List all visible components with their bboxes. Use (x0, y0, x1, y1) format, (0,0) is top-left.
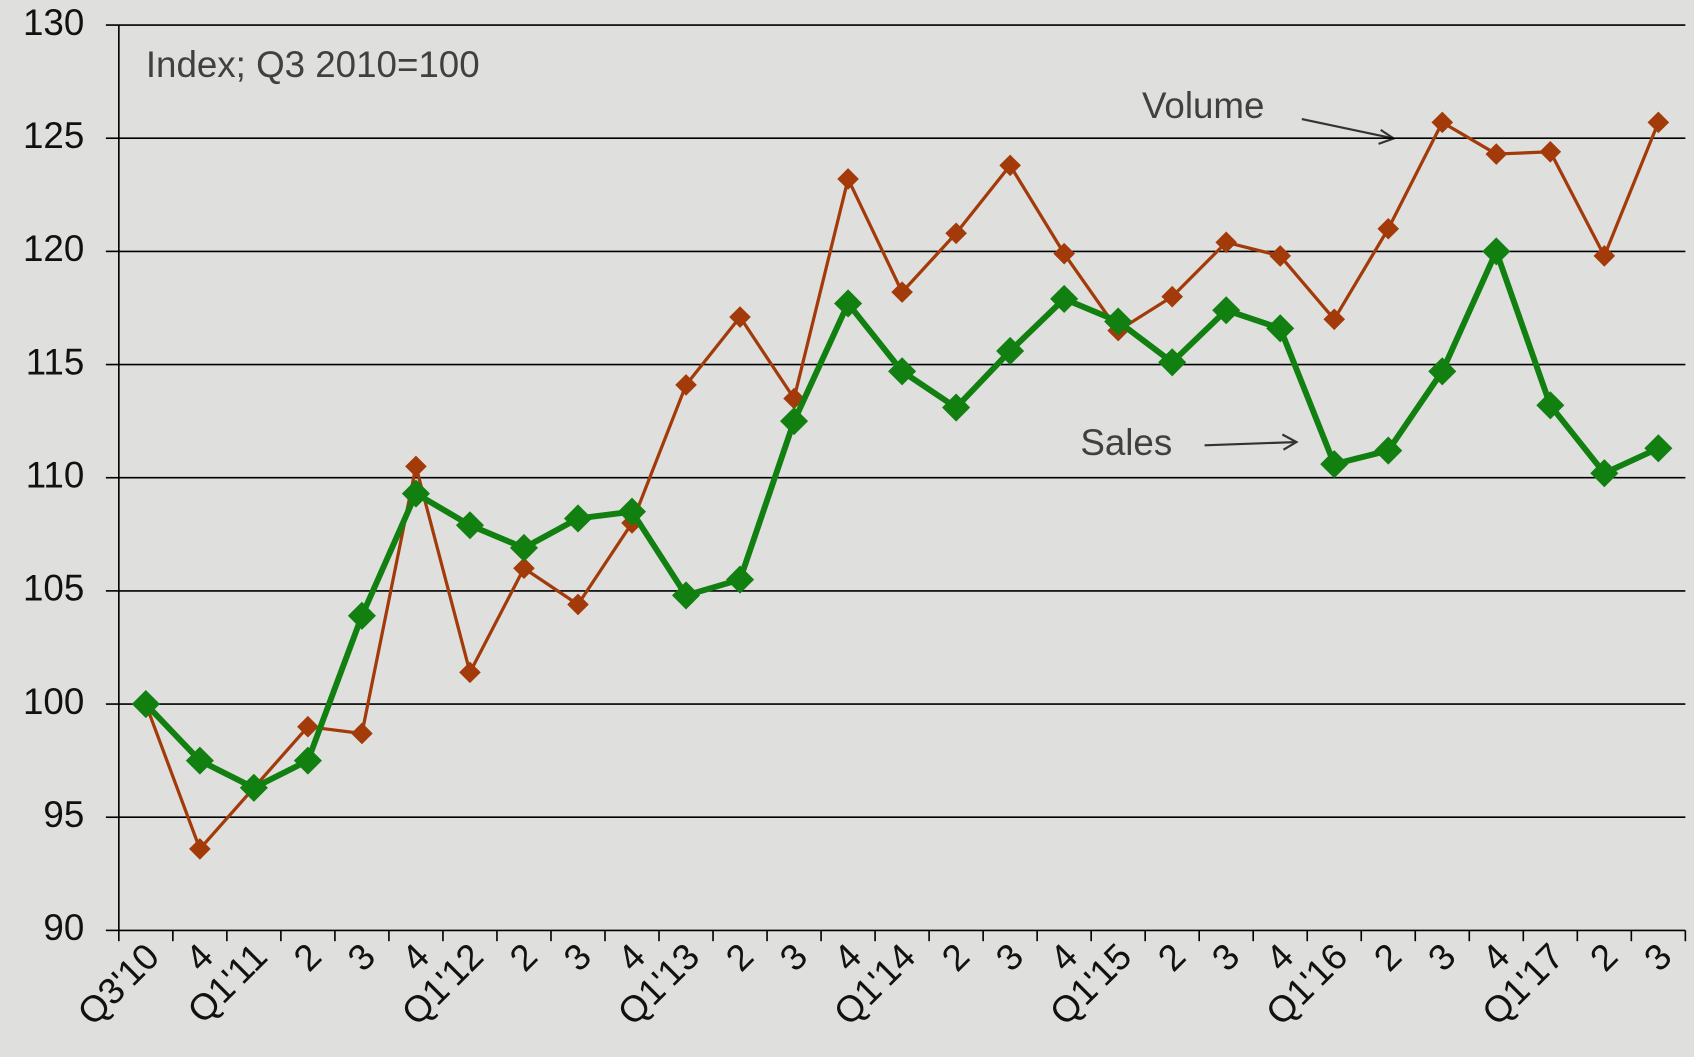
x-tick-label: 2 (718, 936, 761, 979)
series-marker (1158, 348, 1187, 377)
y-tick-label: 110 (26, 454, 85, 495)
x-tick-label: 3 (340, 936, 383, 979)
x-tick-label: 2 (1582, 936, 1625, 979)
y-tick-label: 105 (23, 568, 84, 609)
series-marker (1050, 284, 1079, 313)
series-marker (1590, 459, 1619, 488)
series-label: Volume (1142, 85, 1264, 126)
series-marker (131, 690, 160, 719)
series-marker (1644, 434, 1673, 463)
x-tick-label: 2 (1150, 936, 1193, 979)
x-tick-label: 3 (556, 936, 599, 979)
series-marker (347, 601, 376, 630)
x-tick-label: 3 (1420, 936, 1463, 979)
series-marker (671, 581, 701, 610)
sales-arrow-head (1281, 433, 1299, 451)
series-marker (1377, 217, 1400, 240)
series-line (143, 248, 1660, 791)
series-marker (1647, 111, 1670, 134)
series-marker (729, 306, 751, 328)
y-tick-label: 115 (26, 341, 85, 382)
series-marker (1323, 308, 1346, 331)
series-marker (1266, 314, 1295, 343)
series-marker (293, 746, 322, 775)
series-marker (351, 722, 373, 745)
y-tick-label: 100 (23, 681, 84, 722)
series-marker (563, 504, 593, 533)
x-tick-label: 2 (934, 936, 977, 979)
x-tick-label: 3 (772, 936, 815, 979)
x-tick-label: Q3'10 (70, 936, 167, 1033)
y-tick-label: 125 (23, 115, 84, 156)
volume-arrow (1301, 117, 1394, 140)
sales-arrow (1204, 440, 1297, 447)
x-tick-label: 3 (1636, 936, 1679, 979)
y-tick-label: 120 (23, 228, 84, 269)
subtitle: Index; Q3 2010=100 (146, 44, 480, 85)
series-label: Sales (1080, 422, 1172, 463)
series-marker (297, 715, 319, 738)
series-marker (726, 565, 755, 594)
series-marker (455, 511, 484, 540)
series-marker (617, 497, 647, 526)
series-marker (1212, 296, 1241, 325)
series-marker (1374, 436, 1403, 465)
series-marker (891, 281, 913, 303)
series-marker (1539, 140, 1562, 163)
series-marker (1320, 450, 1349, 479)
series-marker (1593, 245, 1616, 267)
series-marker (1428, 357, 1457, 386)
x-tick-label: 2 (286, 936, 329, 979)
series-marker (405, 455, 427, 478)
x-tick-label: 3 (1204, 936, 1247, 979)
y-tick-label: 95 (43, 794, 84, 835)
series-marker (1536, 391, 1565, 420)
series-marker (888, 357, 917, 386)
series-marker (834, 289, 863, 318)
series-marker (513, 557, 535, 580)
series-marker (837, 168, 859, 190)
y-tick-label: 130 (23, 2, 84, 43)
x-tick-label: 2 (1366, 936, 1409, 979)
series-marker (459, 661, 481, 684)
series-marker (185, 746, 214, 775)
series-marker (780, 407, 809, 436)
series-marker (1482, 237, 1511, 266)
x-tick-label: 2 (502, 936, 545, 979)
series-marker (675, 374, 697, 396)
series-marker (1053, 242, 1075, 265)
series-marker (942, 393, 971, 422)
series-marker (1269, 245, 1292, 267)
series-line (144, 120, 1660, 851)
series-marker (1485, 143, 1508, 165)
y-tick-label: 90 (43, 907, 84, 948)
x-tick-label: 3 (988, 936, 1031, 979)
series-marker (1431, 111, 1454, 134)
series-marker (509, 533, 539, 562)
series-marker (567, 593, 589, 616)
series-marker (189, 838, 211, 860)
series-marker (239, 773, 268, 802)
